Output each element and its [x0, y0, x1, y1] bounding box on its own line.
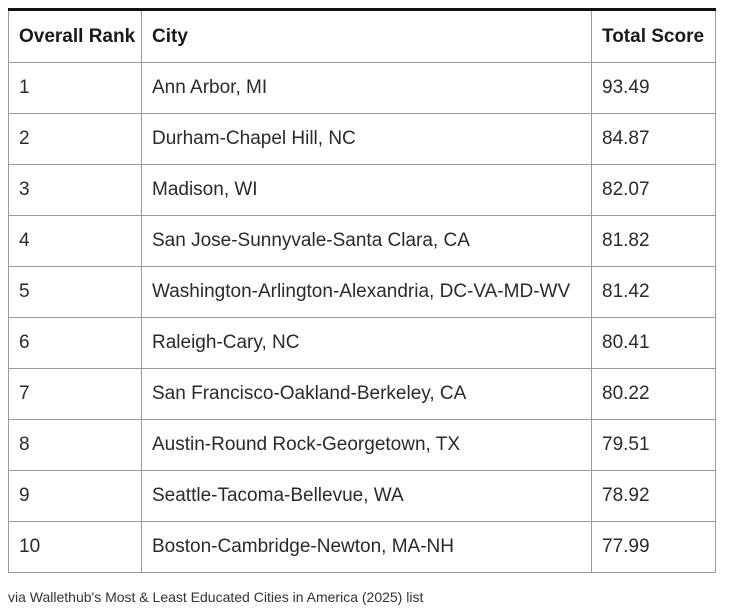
header-row: Overall Rank City Total Score [8, 9, 716, 63]
score-cell: 93.49 [591, 62, 716, 114]
rank-cell: 6 [8, 317, 142, 369]
header-overall-rank: Overall Rank [8, 9, 142, 63]
city-cell: Ann Arbor, MI [141, 62, 592, 114]
city-cell: San Jose-Sunnyvale-Santa Clara, CA [141, 215, 592, 267]
score-cell: 80.41 [591, 317, 716, 369]
rankings-table-container: Overall Rank City Total Score 1 Ann Arbo… [8, 8, 716, 573]
table-header: Overall Rank City Total Score [8, 9, 716, 63]
city-cell: Raleigh-Cary, NC [141, 317, 592, 369]
rank-cell: 9 [8, 470, 142, 522]
table-row: 6 Raleigh-Cary, NC 80.41 [8, 317, 716, 369]
score-cell: 82.07 [591, 164, 716, 216]
rank-cell: 5 [8, 266, 142, 318]
city-cell: Austin-Round Rock-Georgetown, TX [141, 419, 592, 471]
table-row: 1 Ann Arbor, MI 93.49 [8, 62, 716, 114]
table-row: 4 San Jose-Sunnyvale-Santa Clara, CA 81.… [8, 215, 716, 267]
score-cell: 80.22 [591, 368, 716, 420]
city-cell: Boston-Cambridge-Newton, MA-NH [141, 521, 592, 573]
rankings-table: Overall Rank City Total Score 1 Ann Arbo… [8, 8, 716, 573]
header-total-score: Total Score [591, 9, 716, 63]
table-row: 3 Madison, WI 82.07 [8, 164, 716, 216]
score-cell: 84.87 [591, 113, 716, 165]
table-row: 7 San Francisco-Oakland-Berkeley, CA 80.… [8, 368, 716, 420]
table-row: 8 Austin-Round Rock-Georgetown, TX 79.51 [8, 419, 716, 471]
score-cell: 81.42 [591, 266, 716, 318]
table-row: 2 Durham-Chapel Hill, NC 84.87 [8, 113, 716, 165]
table-row: 5 Washington-Arlington-Alexandria, DC-VA… [8, 266, 716, 318]
table-body: 1 Ann Arbor, MI 93.49 2 Durham-Chapel Hi… [8, 62, 716, 573]
rank-cell: 7 [8, 368, 142, 420]
header-city: City [141, 9, 592, 63]
rank-cell: 4 [8, 215, 142, 267]
city-cell: Madison, WI [141, 164, 592, 216]
table-row: 10 Boston-Cambridge-Newton, MA-NH 77.99 [8, 521, 716, 573]
rank-cell: 2 [8, 113, 142, 165]
city-cell: Seattle-Tacoma-Bellevue, WA [141, 470, 592, 522]
score-cell: 79.51 [591, 419, 716, 471]
city-cell: San Francisco-Oakland-Berkeley, CA [141, 368, 592, 420]
table-row: 9 Seattle-Tacoma-Bellevue, WA 78.92 [8, 470, 716, 522]
score-cell: 78.92 [591, 470, 716, 522]
rank-cell: 3 [8, 164, 142, 216]
score-cell: 77.99 [591, 521, 716, 573]
city-cell: Washington-Arlington-Alexandria, DC-VA-M… [141, 266, 592, 318]
rank-cell: 10 [8, 521, 142, 573]
score-cell: 81.82 [591, 215, 716, 267]
rank-cell: 1 [8, 62, 142, 114]
rank-cell: 8 [8, 419, 142, 471]
city-cell: Durham-Chapel Hill, NC [141, 113, 592, 165]
source-caption: via Wallethub's Most & Least Educated Ci… [8, 589, 424, 605]
